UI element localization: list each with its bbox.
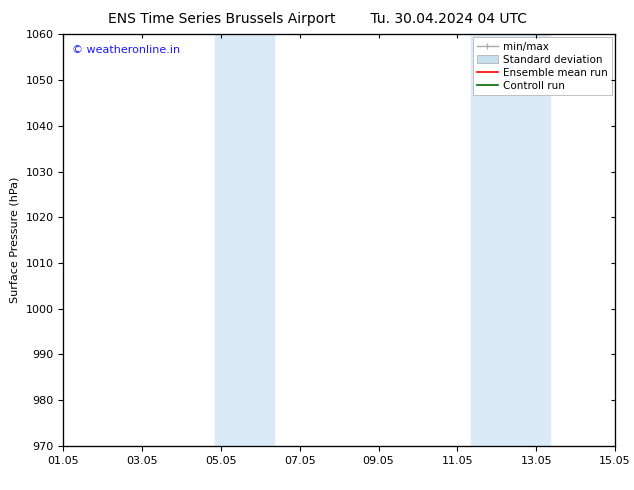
Y-axis label: Surface Pressure (hPa): Surface Pressure (hPa) [10, 177, 20, 303]
Text: ENS Time Series Brussels Airport        Tu. 30.04.2024 04 UTC: ENS Time Series Brussels Airport Tu. 30.… [108, 12, 526, 26]
Bar [471, 34, 550, 446]
Text: © weatheronline.in: © weatheronline.in [72, 45, 180, 54]
Legend: min/max, Standard deviation, Ensemble mean run, Controll run: min/max, Standard deviation, Ensemble me… [473, 37, 612, 95]
Bar [215, 34, 274, 446]
